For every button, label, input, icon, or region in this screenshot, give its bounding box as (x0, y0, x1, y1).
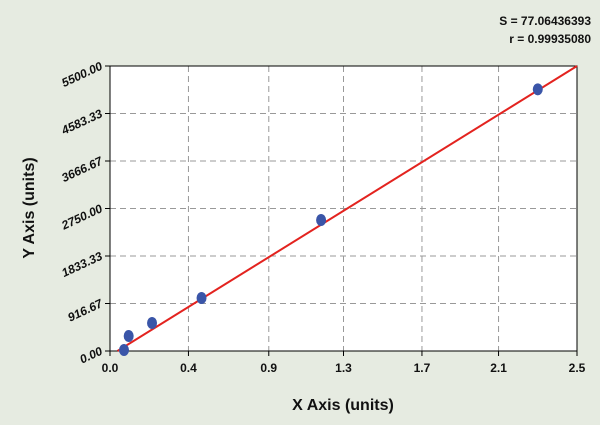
x-tick-label: 1.7 (414, 361, 431, 375)
x-tick-label: 2.1 (490, 361, 507, 375)
annotation: S = 77.06436393 (499, 14, 591, 28)
y-tick-label: 1833.33 (59, 249, 105, 280)
x-axis-title: X Axis (units) (292, 397, 394, 414)
data-point (316, 214, 327, 227)
data-point (147, 317, 158, 330)
data-point (532, 83, 543, 96)
fit-line (116, 65, 578, 352)
annotation: r = 0.99935080 (509, 32, 591, 46)
y-tick-label: 916.67 (65, 296, 105, 325)
y-tick-label: 3666.67 (59, 153, 105, 185)
data-point (196, 291, 207, 304)
x-tick-label: 0.9 (260, 361, 277, 375)
y-tick-label: 5500.00 (59, 59, 105, 90)
data-point (119, 343, 130, 356)
plot-border (109, 65, 578, 352)
x-tick-label: 0.0 (102, 361, 119, 375)
x-tick-label: 2.5 (569, 361, 586, 375)
y-tick-label: 2750.00 (58, 201, 104, 233)
x-tick-label: 0.4 (180, 361, 197, 375)
data-point (123, 329, 134, 342)
x-tick-label: 1.3 (335, 361, 352, 375)
y-tick-label: 4583.33 (58, 106, 104, 138)
y-axis-title: Y Axis (units) (21, 157, 38, 258)
